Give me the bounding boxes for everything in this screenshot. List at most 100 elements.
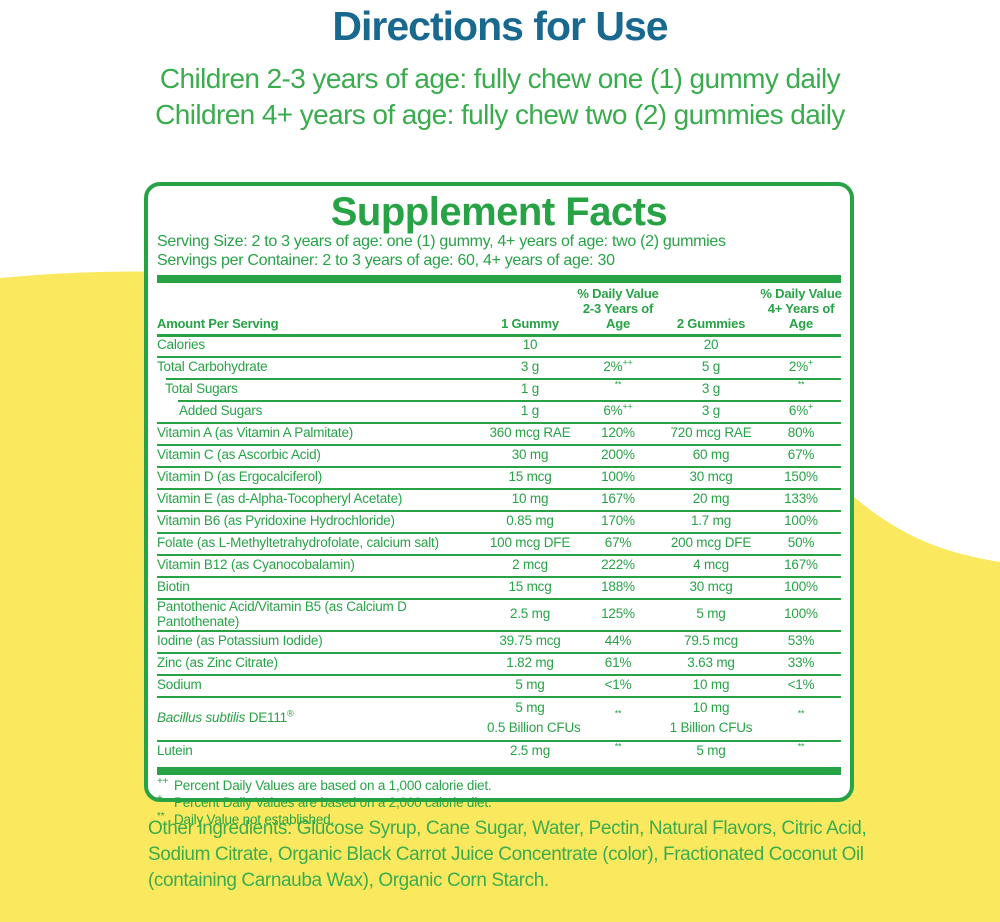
daily-value-4plus: 150% xyxy=(784,469,818,485)
daily-value-4plus: 167% xyxy=(784,557,818,573)
table-row: Vitamin B12 (as Cyanocobalamin) 2 mcg 22… xyxy=(157,554,841,576)
amount-2-gummies: 5 g xyxy=(701,359,721,375)
directions-line-1: Children 2-3 years of age: fully chew on… xyxy=(159,63,841,95)
daily-value-4plus: ** xyxy=(797,379,805,390)
amount-2-gummies: 10 mg 1 Billion CFUs xyxy=(669,700,753,736)
table-row: Bacillus subtilis DE111® 5 mg 0.5 Billion… xyxy=(157,696,841,740)
table-row: Total Sugars 1 g ** 3 g ** xyxy=(157,378,841,400)
column-header-amount-per-serving: Amount Per Serving xyxy=(157,315,279,331)
table-row: Added Sugars 1 g 6%++ 3 g 6%+ xyxy=(157,400,841,422)
nutrient-name: Lutein xyxy=(157,742,193,758)
amount-1-gummy: 30 mg xyxy=(511,447,549,463)
daily-value-2-3: 100% xyxy=(601,469,635,485)
daily-value-2-3: 120% xyxy=(601,425,635,441)
daily-value-2-3: ** xyxy=(614,379,622,390)
nutrient-name: Bacillus subtilis DE111® xyxy=(157,708,294,726)
column-header-daily-value-4plus: % Daily Value 4+ Years of Age xyxy=(760,286,842,331)
supplement-facts-title: Supplement Facts xyxy=(330,190,668,234)
amount-1-gummy: 10 mg xyxy=(511,491,549,507)
nutrient-name: Vitamin B12 (as Cyanocobalamin) xyxy=(157,557,355,573)
column-header-1-gummy: 1 Gummy xyxy=(501,315,559,331)
daily-value-4plus: 6%+ xyxy=(788,401,814,419)
amount-1-gummy: 1 g xyxy=(520,381,540,397)
column-header-2-gummies: 2 Gummies xyxy=(676,315,746,331)
nutrient-name: Biotin xyxy=(157,579,190,595)
amount-1-gummy: 2.5 mg xyxy=(509,742,551,758)
daily-value-4plus: 50% xyxy=(787,535,815,551)
amount-2-gummies: 3 g xyxy=(701,381,721,397)
nutrient-name: Zinc (as Zinc Citrate) xyxy=(157,655,278,671)
daily-value-2-3: 2%++ xyxy=(603,357,633,375)
nutrient-name: Pantothenic Acid/Vitamin B5 (as Calcium … xyxy=(157,599,407,629)
amount-2-gummies: 3 g xyxy=(701,403,721,419)
daily-value-2-3: ** xyxy=(614,708,622,719)
nutrient-name: Vitamin C (as Ascorbic Acid) xyxy=(157,447,321,463)
nutrient-name: Total Sugars xyxy=(165,381,238,397)
table-row: Calories 10 20 xyxy=(157,334,841,356)
amount-2-gummies: 60 mg xyxy=(692,447,730,463)
footnote: ** Daily Value not established. xyxy=(157,810,334,828)
daily-value-2-3: 170% xyxy=(601,513,635,529)
table-row: Vitamin D (as Ergocalciferol) 15 mcg 100… xyxy=(157,466,841,488)
nutrient-name: Vitamin E (as d-Alpha-Tocopheryl Acetate… xyxy=(157,491,403,507)
amount-2-gummies: 200 mcg DFE xyxy=(670,535,752,551)
amount-1-gummy: 0.85 mg xyxy=(506,513,554,529)
amount-2-gummies: 4 mcg xyxy=(693,557,729,573)
nutrient-name: Calories xyxy=(157,337,205,353)
daily-value-2-3: ** xyxy=(614,741,622,752)
divider-bar-top xyxy=(157,275,841,284)
amount-2-gummies: 30 mcg xyxy=(689,469,733,485)
nutrient-name: Iodine (as Potassium Iodide) xyxy=(157,633,323,649)
serving-size: Serving Size: 2 to 3 years of age: one (… xyxy=(157,233,726,250)
amount-2-gummies: 5 mg xyxy=(696,742,726,758)
daily-value-2-3: 167% xyxy=(601,491,635,507)
daily-value-4plus: 100% xyxy=(784,579,818,595)
table-row: Vitamin B6 (as Pyridoxine Hydrochloride)… xyxy=(157,510,841,532)
amount-1-gummy: 5 mg 0.5 Billion CFUs xyxy=(487,700,581,736)
daily-value-4plus: 67% xyxy=(787,447,815,463)
daily-value-4plus: 100% xyxy=(784,606,818,622)
daily-value-2-3: 61% xyxy=(604,655,632,671)
supplement-facts-table: Calories 10 20 Total Carbohydrate 3 g 2%… xyxy=(157,334,841,762)
amount-1-gummy: 15 mcg xyxy=(508,579,552,595)
amount-1-gummy: 3 g xyxy=(520,359,540,375)
nutrient-name: Vitamin A (as Vitamin A Palmitate) xyxy=(157,425,354,441)
amount-1-gummy: 5 mg xyxy=(515,677,545,693)
footnote: + Percent Daily Values are based on a 2,0… xyxy=(157,793,492,810)
daily-value-2-3: 6%++ xyxy=(603,401,633,419)
table-row: Pantothenic Acid/Vitamin B5 (as Calcium … xyxy=(157,598,841,630)
table-row: Vitamin C (as Ascorbic Acid) 30 mg 200% … xyxy=(157,444,841,466)
amount-1-gummy: 10 xyxy=(522,337,538,353)
footnote: ++ Percent Daily Values are based on a 1,… xyxy=(157,776,492,793)
amount-1-gummy: 360 mcg RAE xyxy=(489,425,571,441)
table-row: Folate (as L-Methyltetrahydrofolate, cal… xyxy=(157,532,841,554)
table-row: Iodine (as Potassium Iodide) 39.75 mcg 4… xyxy=(157,630,841,652)
daily-value-4plus: 2%+ xyxy=(788,357,814,375)
daily-value-4plus: ** xyxy=(797,741,805,752)
directions-line-2: Children 4+ years of age: fully chew two… xyxy=(155,98,845,130)
amount-2-gummies: 5 mg xyxy=(696,606,726,622)
daily-value-2-3: 67% xyxy=(604,535,632,551)
table-header-row: Amount Per Serving 1 Gummy % Daily Value… xyxy=(157,283,842,334)
amount-1-gummy: 2 mcg xyxy=(512,557,548,573)
table-row: Sodium 5 mg <1% 10 mg <1% xyxy=(157,674,841,696)
daily-value-2-3: 200% xyxy=(601,447,635,463)
table-row: Biotin 15 mcg 188% 30 mcg 100% xyxy=(157,576,841,598)
footnotes: ++ Percent Daily Values are based on a 1,… xyxy=(157,777,841,828)
daily-value-2-3: 188% xyxy=(601,579,635,595)
table-row: Lutein 2.5 mg ** 5 mg ** xyxy=(157,739,841,762)
daily-value-2-3: 44% xyxy=(604,633,632,649)
nutrient-name: Total Carbohydrate xyxy=(157,359,268,375)
nutrient-name: Added Sugars xyxy=(179,403,263,419)
amount-1-gummy: 100 mcg DFE xyxy=(489,535,571,551)
table-row: Total Carbohydrate 3 g 2%++ 5 g 2%+ xyxy=(157,356,841,378)
daily-value-2-3: <1% xyxy=(604,677,632,693)
nutrient-name: Folate (as L-Methyltetrahydrofolate, cal… xyxy=(157,535,439,551)
daily-value-4plus: <1% xyxy=(787,677,815,693)
serving-info: Serving Size: 2 to 3 years of age: one (… xyxy=(157,233,841,270)
directions-section: Directions for Use Children 2-3 years of… xyxy=(0,3,1000,133)
servings-per-container: Servings per Container: 2 to 3 years of … xyxy=(157,251,615,269)
amount-2-gummies: 3.63 mg xyxy=(687,655,735,671)
amount-2-gummies: 10 mg xyxy=(692,677,730,693)
amount-2-gummies: 30 mcg xyxy=(689,579,733,595)
